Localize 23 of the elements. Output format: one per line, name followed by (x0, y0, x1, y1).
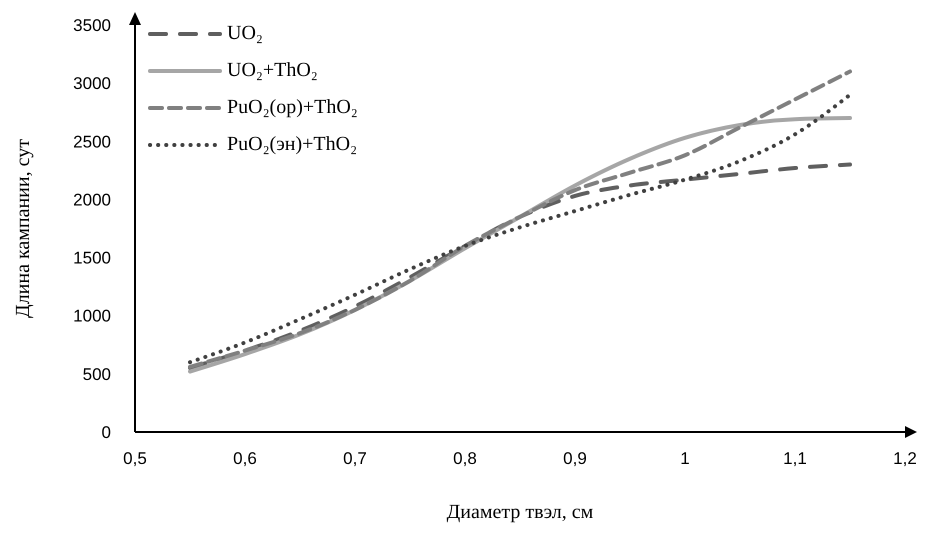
y-tick-label: 2000 (73, 190, 111, 210)
line-series (188, 162, 852, 370)
x-tick-label: 1 (680, 449, 690, 468)
y-tick-label: 2500 (73, 132, 111, 152)
y-tick-label: 0 (102, 423, 111, 442)
x-tick-label: 0,8 (453, 449, 477, 468)
legend-label: PuO₂(эн)+ThO₂ (227, 133, 358, 156)
x-tick-label: 0,9 (563, 449, 587, 468)
legend-label: PuO₂(ор)+ThO₂ (227, 96, 358, 119)
x-tick-label: 1,2 (893, 449, 917, 468)
x-tick-label: 0,7 (343, 449, 367, 468)
y-tick-label: 1500 (73, 248, 111, 268)
x-tick-label: 1,1 (783, 449, 807, 468)
x-axis-title: Диаметр твэл, см (446, 501, 594, 523)
legend-label: UO₂ (227, 22, 263, 45)
y-tick-label: 3500 (73, 16, 111, 36)
x-tick-label: 0,5 (123, 449, 147, 468)
y-tick-label: 3000 (73, 74, 111, 94)
y-tick-label: 500 (82, 364, 111, 384)
legend-label: UO₂+ThO₂ (227, 59, 318, 82)
x-tick-label: 0,6 (233, 449, 257, 468)
y-axis-title: Длина кампании, сут (12, 138, 34, 318)
y-tick-label: 1000 (73, 306, 111, 326)
